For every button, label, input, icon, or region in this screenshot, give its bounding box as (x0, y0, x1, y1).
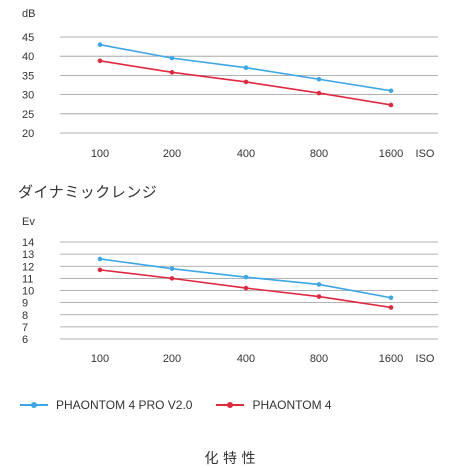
x-unit-label: ISO (416, 148, 435, 160)
data-point-1 (388, 305, 394, 310)
data-point-0 (243, 274, 249, 280)
data-point-1 (316, 90, 322, 96)
y-tick-label: 6 (22, 334, 28, 346)
y-tick-label: 35 (22, 70, 34, 82)
noise-chart: dB 20 25 30 35 40 45 100 200 400 800 1600 ISO (22, 8, 438, 160)
y-unit-label: dB (22, 8, 35, 20)
x-tick-label: 100 (91, 353, 109, 365)
legend-swatch-pro-v2 (20, 399, 48, 411)
data-point-0 (169, 55, 175, 61)
x-tick-label: 400 (237, 148, 255, 160)
x-tick-label: 800 (310, 148, 328, 160)
x-tick-label: 200 (163, 353, 181, 365)
data-point-1 (97, 267, 103, 273)
y-tick-label: 20 (22, 128, 34, 140)
x-unit-label: ISO (416, 353, 435, 365)
data-point-0 (316, 76, 322, 82)
x-tick-label: 400 (237, 353, 255, 365)
y-tick-label: 11 (22, 273, 33, 285)
legend-item-phantom4: PHAONTOM 4 (216, 398, 332, 412)
legend: PHAONTOM 4 PRO V2.0 PHAONTOM 4 (20, 398, 356, 412)
y-tick-label: 7 (22, 322, 28, 334)
y-tick-label: 45 (22, 32, 34, 44)
data-point-0 (388, 88, 394, 94)
y-tick-label: 40 (22, 51, 34, 63)
x-tick-label: 1600 (379, 148, 403, 160)
legend-swatch-phantom4 (216, 399, 245, 411)
data-point-1 (169, 70, 175, 75)
y-tick-label: 14 (22, 237, 34, 249)
y-tick-label: 13 (22, 249, 34, 261)
legend-label-pro-v2: PHAONTOM 4 PRO V2.0 (56, 398, 193, 412)
x-tick-label: 1600 (379, 353, 403, 365)
data-point-1 (169, 276, 175, 281)
y-tick-label: 10 (22, 286, 34, 298)
x-tick-label: 800 (310, 353, 328, 365)
legend-label-phantom4: PHAONTOM 4 (252, 398, 332, 412)
section-title: ダイナミックレンジ (18, 183, 158, 201)
data-point-0 (97, 256, 103, 262)
y-tick-label: 25 (22, 109, 34, 121)
data-point-0 (316, 282, 322, 287)
data-point-1 (316, 294, 322, 299)
data-point-0 (243, 65, 249, 71)
data-point-0 (169, 266, 175, 271)
x-tick-label: 100 (91, 148, 109, 160)
y-tick-label: 30 (22, 90, 34, 102)
legend-item-pro-v2: PHAONTOM 4 PRO V2.0 (20, 398, 192, 412)
y-tick-label: 9 (22, 298, 28, 310)
data-point-0 (388, 295, 394, 301)
y-tick-label: 8 (22, 310, 28, 322)
next-section-title-partial: 化 特 性 (204, 451, 256, 467)
y-unit-label: Ev (22, 216, 35, 228)
x-tick-label: 200 (163, 148, 181, 160)
data-point-1 (243, 285, 249, 291)
data-point-1 (388, 102, 394, 108)
y-tick-label: 12 (22, 261, 34, 273)
data-point-0 (97, 42, 103, 47)
data-point-1 (243, 79, 249, 85)
data-point-1 (97, 58, 103, 64)
